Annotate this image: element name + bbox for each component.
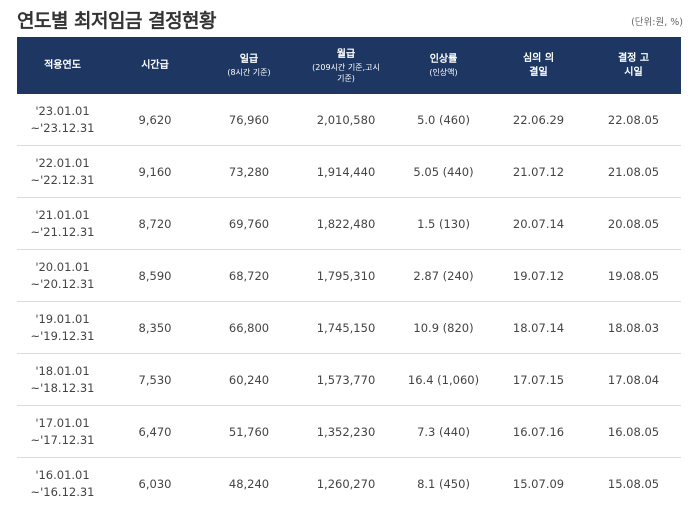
daily-wage-cell: 69,760: [202, 197, 296, 250]
period-cell: '17.01.01 ~'17.12.31: [17, 405, 108, 458]
period-start: '19.01.01: [35, 311, 90, 326]
deliberation-date-cell: 21.07.12: [491, 145, 586, 198]
column-header-hourly: 시간급: [108, 37, 202, 94]
monthly-wage-cell: 1,745,150: [296, 301, 396, 354]
monthly-wage-cell: 1,822,480: [296, 197, 396, 250]
column-header-rate: 인상률 (인상액): [396, 37, 491, 94]
increase-rate-cell: 7.3 (440): [396, 405, 491, 458]
period-start: '20.01.01: [35, 259, 90, 274]
deliberation-date-cell: 16.07.16: [491, 405, 586, 458]
minimum-wage-table: 적용연도 시간급 일급 (8시간 기준) 월급 (209시간 기준,고시기준) 인상…: [17, 37, 681, 509]
period-end: ~'23.12.31: [30, 120, 95, 135]
notice-date-cell: 15.08.05: [607, 476, 660, 491]
hourly-wage-cell: 6,030: [138, 476, 172, 491]
hourly-wage-cell: 8,350: [108, 301, 202, 354]
column-subheader: (209시간 기준,고시기준): [312, 62, 380, 83]
column-subheader: (8시간 기준): [227, 68, 271, 77]
period-start: '16.01.01: [35, 467, 90, 482]
period-cell: '23.01.01 ~'23.12.31: [17, 94, 108, 146]
period-end: ~'19.12.31: [30, 328, 95, 343]
column-header-notice: 결정 고시일: [586, 37, 681, 94]
daily-wage-cell: 73,280: [202, 145, 296, 198]
increase-rate-cell: 16.4 (1,060): [396, 353, 491, 406]
period-cell: '18.01.01 ~'18.12.31: [17, 353, 108, 406]
monthly-wage-cell: 2,010,580: [296, 94, 396, 146]
notice-date-cell: 19.08.05: [586, 249, 681, 302]
column-header-period: 적용연도: [17, 37, 108, 94]
period-end: ~'18.12.31: [30, 380, 95, 395]
monthly-wage-cell: 1,573,770: [296, 353, 396, 406]
period-start: '18.01.01: [35, 363, 90, 378]
hourly-wage-cell: 8,590: [108, 249, 202, 302]
increase-rate-cell: 5.0 (460): [396, 94, 491, 146]
table-row: '19.01.01 ~'19.12.31 8,350 66,800 1,745,150 1…: [17, 301, 681, 354]
monthly-wage-cell: 1,260,270: [316, 476, 376, 491]
table-row: '17.01.01 ~'17.12.31 6,470 51,760 1,352,230 7…: [17, 405, 681, 458]
notice-date-cell: 17.08.04: [586, 353, 681, 406]
hourly-wage-cell: 9,160: [108, 145, 202, 198]
period-cell: '19.01.01 ~'19.12.31: [17, 301, 108, 354]
period-cell: '20.01.01 ~'20.12.31: [17, 249, 108, 302]
header-row: 적용연도 시간급 일급 (8시간 기준) 월급 (209시간 기준,고시기준) 인상…: [17, 37, 681, 94]
title-row: 연도별 최저임금 결정현황 (단위:원, %): [0, 0, 700, 37]
hourly-wage-cell: 7,530: [108, 353, 202, 406]
period-cell: '22.01.01 ~'22.12.31: [17, 145, 108, 198]
table-row: '16.01.01 ~'16.12.31 6,030 48,240 1,260,270 8…: [17, 458, 681, 510]
increase-rate-cell: 8.1 (450): [417, 476, 470, 491]
daily-wage-cell: 76,960: [202, 94, 296, 146]
monthly-wage-cell: 1,795,310: [296, 249, 396, 302]
notice-date-cell: 22.08.05: [586, 94, 681, 146]
increase-rate-cell: 1.5 (130): [396, 197, 491, 250]
notice-date-cell: 20.08.05: [586, 197, 681, 250]
table-row: '23.01.01 ~'23.12.31 9,620 76,960 2,010,580 5…: [17, 94, 681, 146]
daily-wage-cell: 66,800: [202, 301, 296, 354]
table-row: '22.01.01 ~'22.12.31 9,160 73,280 1,914,440 5…: [17, 145, 681, 198]
notice-date-cell: 16.08.05: [586, 405, 681, 458]
table-body: '23.01.01 ~'23.12.31 9,620 76,960 2,010,580 5…: [17, 94, 681, 509]
period-start: '21.01.01: [35, 207, 90, 222]
column-subheader: (인상액): [429, 68, 458, 77]
increase-rate-cell: 5.05 (440): [396, 145, 491, 198]
table-row: '18.01.01 ~'18.12.31 7,530 60,240 1,573,770 1…: [17, 353, 681, 406]
column-header-monthly: 월급 (209시간 기준,고시기준): [296, 37, 396, 94]
notice-date-cell: 21.08.05: [586, 145, 681, 198]
column-header-deliberation: 심의 의결일: [491, 37, 586, 94]
deliberation-date-cell: 20.07.14: [491, 197, 586, 250]
hourly-wage-cell: 8,720: [108, 197, 202, 250]
hourly-wage-cell: 6,470: [108, 405, 202, 458]
daily-wage-cell: 48,240: [228, 476, 270, 491]
hourly-wage-cell: 9,620: [108, 94, 202, 146]
deliberation-date-cell: 22.06.29: [491, 94, 586, 146]
increase-rate-cell: 2.87 (240): [396, 249, 491, 302]
deliberation-date-cell: 18.07.14: [491, 301, 586, 354]
period-cell: '21.01.01 ~'21.12.31: [17, 197, 108, 250]
period-start: '17.01.01: [35, 415, 90, 430]
daily-wage-cell: 51,760: [202, 405, 296, 458]
period-end: ~'20.12.31: [30, 276, 95, 291]
deliberation-date-cell: 17.07.15: [491, 353, 586, 406]
deliberation-date-cell: 15.07.09: [512, 476, 565, 491]
daily-wage-cell: 60,240: [202, 353, 296, 406]
period-cell: '16.01.01 ~'16.12.31: [17, 458, 108, 510]
page-title: 연도별 최저임금 결정현황: [17, 10, 217, 32]
increase-rate-cell: 10.9 (820): [396, 301, 491, 354]
deliberation-date-cell: 19.07.12: [491, 249, 586, 302]
period-end: ~'21.12.31: [30, 224, 95, 239]
table-row: '20.01.01 ~'20.12.31 8,590 68,720 1,795,310 2…: [17, 249, 681, 302]
notice-date-cell: 18.08.03: [586, 301, 681, 354]
period-start: '23.01.01: [35, 103, 90, 118]
table-row: '21.01.01 ~'21.12.31 8,720 69,760 1,822,480 1…: [17, 197, 681, 250]
monthly-wage-cell: 1,914,440: [296, 145, 396, 198]
period-start: '22.01.01: [35, 155, 90, 170]
column-header-daily: 일급 (8시간 기준): [202, 37, 296, 94]
unit-note: (단위:원, %): [631, 17, 683, 28]
monthly-wage-cell: 1,352,230: [296, 405, 396, 458]
period-end: ~'22.12.31: [30, 172, 95, 187]
period-end: ~'16.12.31: [30, 484, 95, 499]
period-end: ~'17.12.31: [30, 432, 95, 447]
table-header: 적용연도 시간급 일급 (8시간 기준) 월급 (209시간 기준,고시기준) 인상…: [17, 37, 681, 94]
daily-wage-cell: 68,720: [202, 249, 296, 302]
